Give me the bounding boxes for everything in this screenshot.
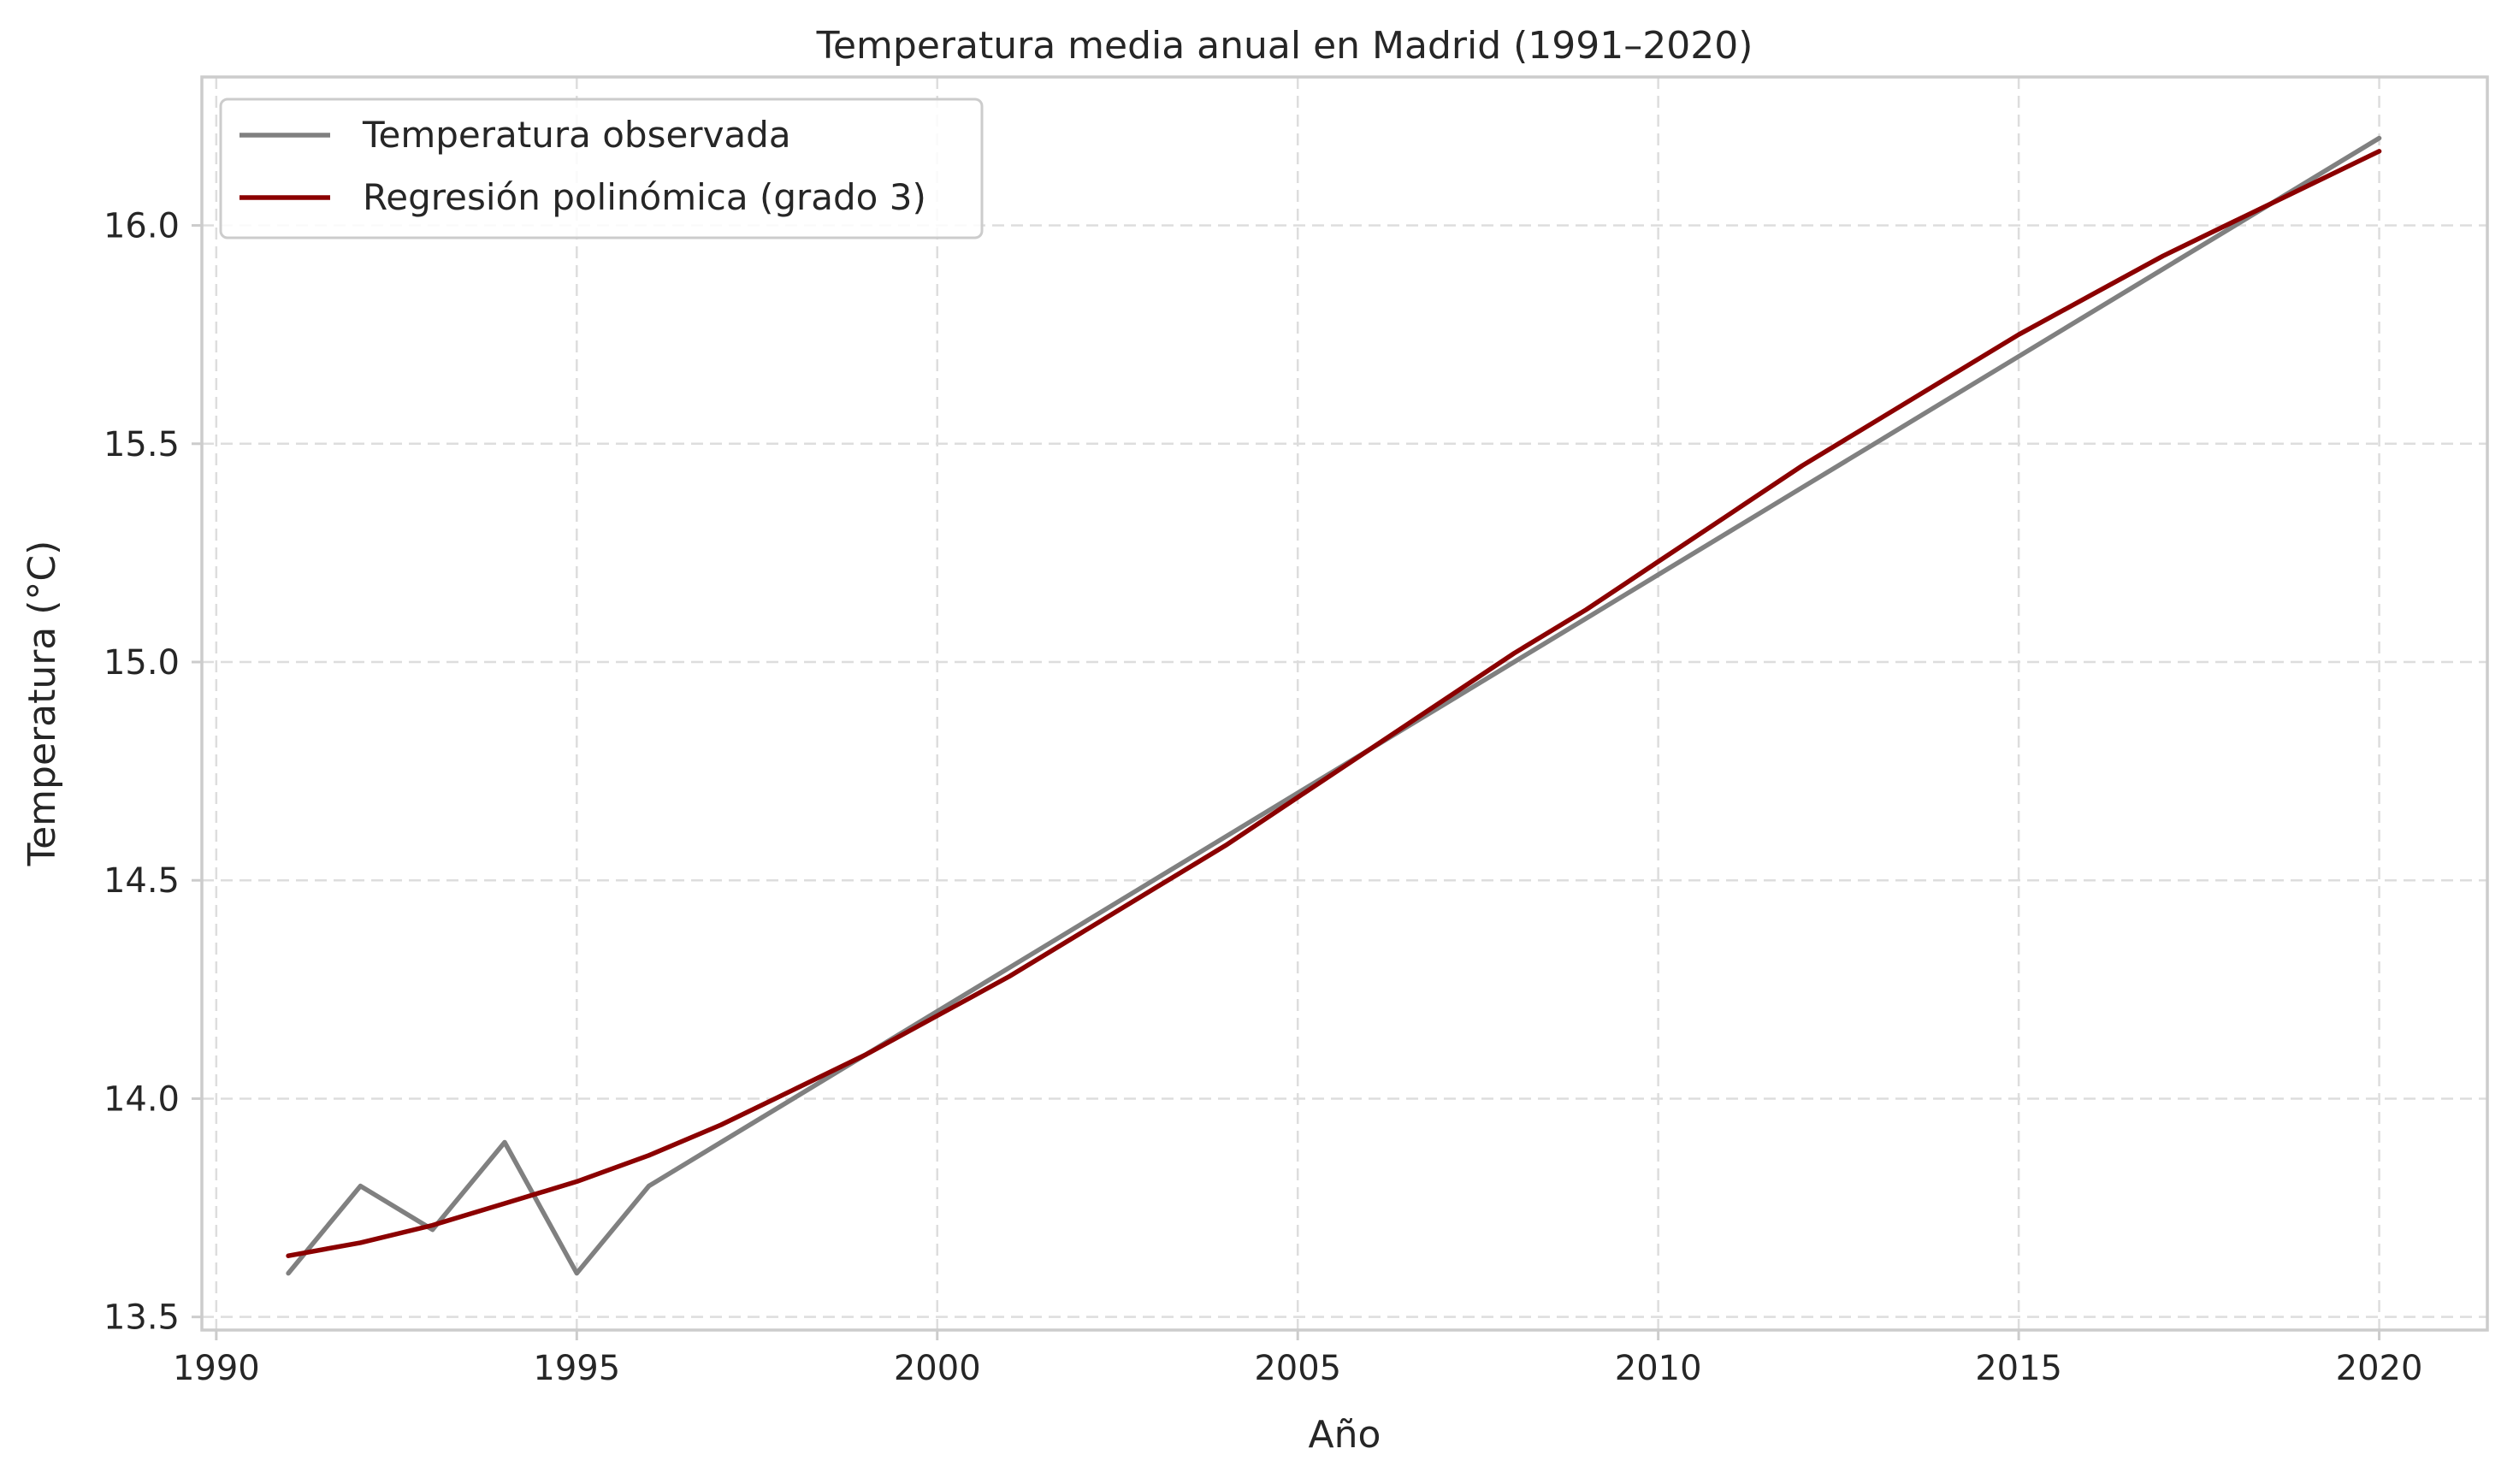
y-tick-label: 13.5 [103, 1298, 180, 1338]
x-tick-label: 2020 [2336, 1349, 2423, 1388]
legend-frame [219, 98, 984, 239]
y-tick-label: 14.5 [103, 861, 180, 901]
x-axis-label: Año [1309, 1413, 1381, 1457]
series-lines [286, 135, 2382, 1276]
plot-area-frame [200, 75, 2489, 1332]
legend-label-observada: Temperatura observada [362, 114, 791, 156]
legend: Temperatura observada Regresión polinómi… [219, 98, 984, 239]
y-tick-label: 15.5 [103, 425, 180, 464]
series-line-regresion [286, 149, 2382, 1258]
x-tick-label: 2015 [1975, 1349, 2062, 1388]
y-tick-label: 16.0 [103, 207, 180, 246]
x-tick-label: 2005 [1254, 1349, 1341, 1388]
y-tick-label: 14.0 [103, 1079, 180, 1119]
x-tick-label: 2000 [894, 1349, 981, 1388]
x-tick-label: 2010 [1615, 1349, 1702, 1388]
y-axis-label: Temperatura (°C) [21, 541, 64, 867]
x-tick-label: 1990 [173, 1349, 260, 1388]
legend-label-regresion: Regresión polinómica (grado 3) [363, 176, 926, 218]
grid-lines [202, 77, 2487, 1330]
axis-ticks: 1990 1995 2000 2005 2010 2015 2020 13.5 14.0 14.5… [103, 207, 2423, 1388]
chart-title: Temperatura media anual en Madrid (1991–… [816, 24, 1753, 68]
y-tick-label: 15.0 [103, 643, 180, 683]
x-tick-label: 1995 [533, 1349, 620, 1388]
